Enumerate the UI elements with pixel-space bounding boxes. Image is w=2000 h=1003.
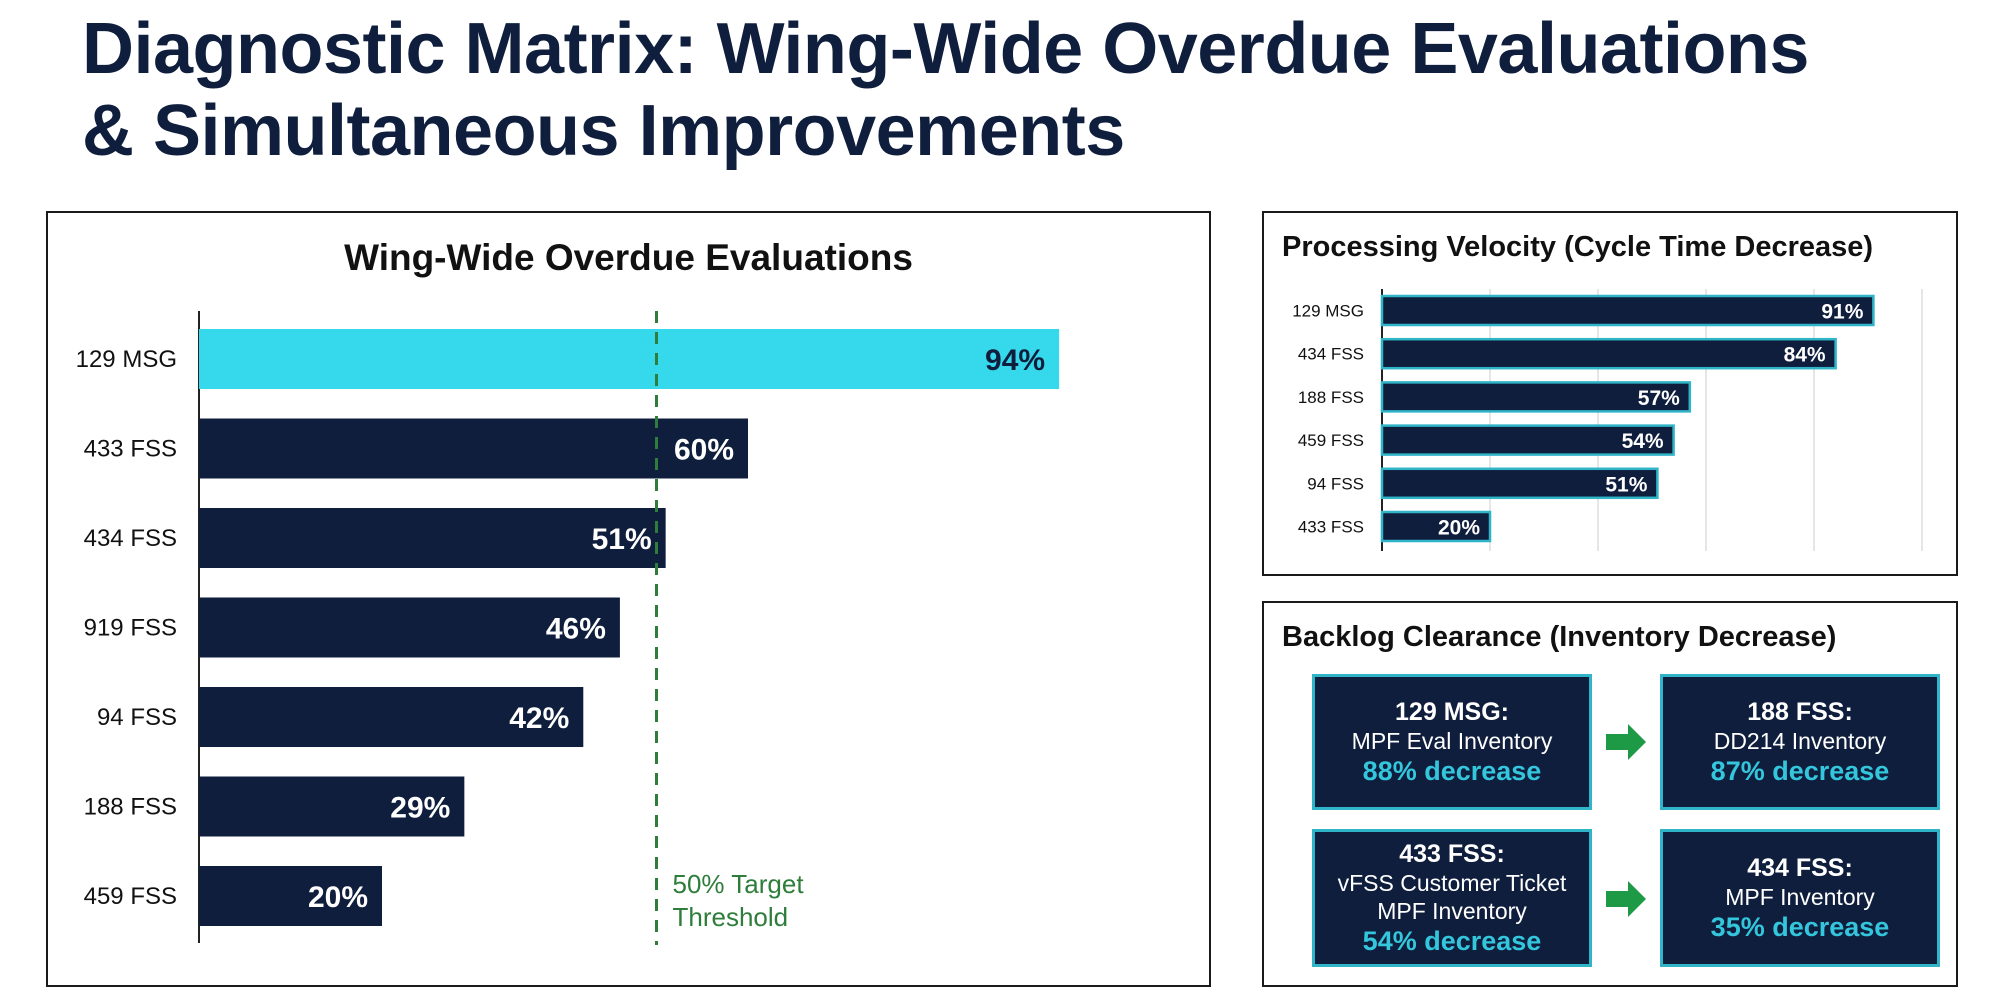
category-label: 94 FSS: [1307, 474, 1364, 493]
overdue-evaluations-chart: 129 MSG 94% 433 FSS 60% 434 FSS 51% 919 FSS 46%…: [76, 311, 1060, 945]
value-label: 42%: [509, 702, 569, 735]
card-head: 129 MSG:: [1395, 697, 1509, 726]
bar-459-fss: [1380, 424, 1675, 456]
card-line: MPF Inventory: [1377, 897, 1527, 924]
bar-188-fss: [199, 776, 465, 837]
bar-433-fss: [199, 418, 748, 479]
arrow-right-icon: [1606, 881, 1646, 917]
arrow-right-icon: [1606, 724, 1646, 760]
category-label: 129 MSG: [76, 346, 177, 373]
card-head: 433 FSS:: [1399, 839, 1505, 868]
card-value: 35% decrease: [1710, 911, 1890, 942]
overdue-evaluations-title: Wing-Wide Overdue Evaluations: [344, 237, 913, 278]
backlog-card-129-msg: 129 MSG: MPF Eval Inventory 88% decrease: [1312, 674, 1592, 810]
processing-velocity-chart: 129 MSG 91% 434 FSS 84% 188 FSS 57% 459 FSS 54%…: [1292, 289, 1923, 551]
card-head: 434 FSS:: [1747, 853, 1853, 882]
bar-434-fss: [199, 508, 666, 568]
value-label: 54%: [1622, 430, 1664, 453]
card-value: 88% decrease: [1362, 755, 1542, 786]
value-label: 84%: [1784, 344, 1826, 367]
value-label: 60%: [674, 434, 734, 467]
bar-94-fss: [1380, 467, 1659, 500]
card-line: MPF Eval Inventory: [1351, 727, 1553, 754]
slide-title-line-2: & Simultaneous Improvements: [82, 91, 1125, 171]
card-line: vFSS Customer Ticket: [1337, 869, 1567, 896]
slide-title: Diagnostic Matrix: Wing-Wide Overdue Eva…: [82, 8, 1962, 172]
overdue-evaluations-panel: Wing-Wide Overdue Evaluations 129 MSG 94%…: [46, 211, 1211, 987]
card-head: 188 FSS:: [1747, 697, 1853, 726]
category-label: 188 FSS: [1298, 388, 1364, 407]
card-line: DD214 Inventory: [1713, 727, 1887, 754]
backlog-clearance-panel: Backlog Clearance (Inventory Decrease) 1…: [1262, 601, 1958, 987]
backlog-card-434-fss: 434 FSS: MPF Inventory 35% decrease: [1660, 829, 1940, 967]
value-label: 20%: [308, 881, 368, 914]
card-line: MPF Inventory: [1725, 883, 1875, 910]
bar-919-fss: [199, 597, 620, 658]
category-label: 94 FSS: [97, 704, 177, 731]
category-label: 459 FSS: [1298, 431, 1364, 450]
bar-188-fss: [1380, 381, 1692, 413]
processing-velocity-title: Processing Velocity (Cycle Time Decrease…: [1282, 231, 1874, 263]
bar-459-fss: [199, 866, 382, 926]
category-label: 433 FSS: [84, 436, 177, 463]
category-label: 434 FSS: [84, 525, 177, 552]
value-label: 51%: [1605, 473, 1647, 496]
bar-433-fss: [1380, 510, 1492, 543]
category-label: 188 FSS: [84, 794, 177, 821]
value-label: 46%: [546, 613, 606, 646]
value-label: 29%: [390, 792, 450, 825]
value-label: 57%: [1638, 387, 1680, 410]
category-label: 433 FSS: [1298, 518, 1364, 537]
category-label: 919 FSS: [84, 615, 177, 642]
value-label: 51%: [592, 523, 652, 556]
category-label: 459 FSS: [84, 883, 177, 910]
processing-velocity-panel: Processing Velocity (Cycle Time Decrease…: [1262, 211, 1958, 576]
card-value: 54% decrease: [1362, 925, 1542, 956]
backlog-clearance-title: Backlog Clearance (Inventory Decrease): [1282, 621, 1837, 653]
bar-434-fss: [1380, 337, 1837, 370]
threshold-label-line-1: 50% Target: [673, 869, 805, 899]
threshold-label-line-2: Threshold: [673, 902, 789, 932]
slide-title-line-1: Diagnostic Matrix: Wing-Wide Overdue Eva…: [82, 9, 1809, 89]
bar-129-msg: [1380, 294, 1875, 327]
category-label: 434 FSS: [1298, 345, 1364, 364]
backlog-cards: 129 MSG: MPF Eval Inventory 88% decrease…: [1264, 603, 1956, 985]
backlog-card-188-fss: 188 FSS: DD214 Inventory 87% decrease: [1660, 674, 1940, 810]
category-label: 129 MSG: [1292, 302, 1364, 321]
bar-129-msg: [199, 329, 1060, 389]
bar-94-fss: [199, 687, 584, 747]
backlog-card-433-fss: 433 FSS: vFSS Customer Ticket MPF Invent…: [1312, 829, 1592, 967]
value-label: 91%: [1821, 301, 1863, 324]
value-label: 20%: [1438, 517, 1480, 540]
value-label: 94%: [985, 344, 1045, 377]
card-value: 87% decrease: [1710, 755, 1890, 786]
